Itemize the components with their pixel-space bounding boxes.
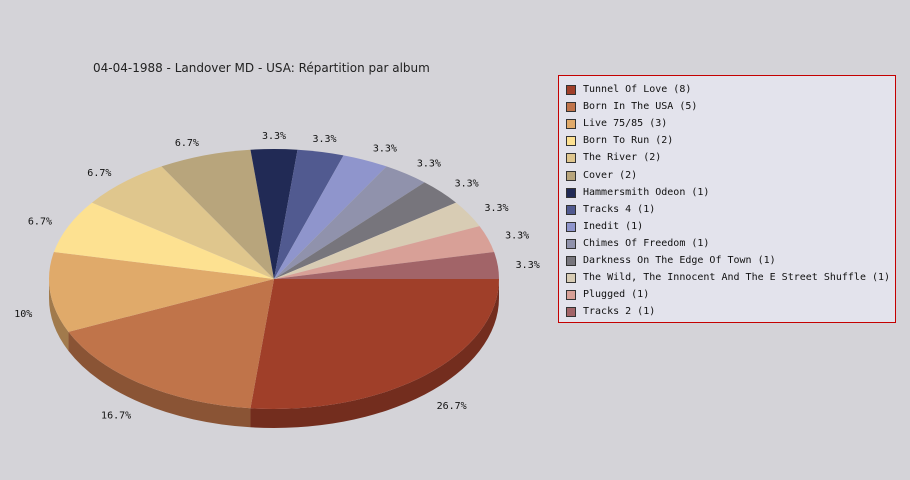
pie-data-label-5: 6.7%	[87, 168, 111, 179]
pie-slice-4	[53, 202, 274, 279]
legend-swatch	[566, 204, 576, 215]
chart-title: 04-04-1988 - Landover MD - USA: Répartit…	[93, 61, 430, 75]
legend-swatch	[566, 273, 576, 284]
legend-swatch	[566, 187, 576, 198]
legend-label: The Wild, The Innocent And The E Street …	[583, 272, 891, 284]
pie-data-label-4: 6.7%	[28, 216, 52, 227]
legend-item: Tracks 4 (1)	[566, 204, 655, 216]
legend-item: The Wild, The Innocent And The E Street …	[566, 272, 890, 284]
pie-data-label-13: 3.3%	[505, 231, 529, 242]
legend-label: Born In The USA (5)	[583, 101, 698, 113]
pie-data-label-7: 3.3%	[262, 131, 286, 142]
legend-item: Chimes Of Freedom (1)	[566, 238, 709, 250]
legend-label: Plugged (1)	[583, 289, 650, 301]
pie-data-label-8: 3.3%	[312, 134, 336, 145]
pie-slice-13	[274, 226, 495, 279]
pie-slice-2	[68, 279, 274, 409]
pie-slice-8	[274, 149, 344, 279]
pie-data-label-1: 26.7%	[437, 401, 467, 412]
legend-item: Tracks 2 (1)	[566, 306, 655, 318]
legend-label: Tunnel Of Love (8)	[583, 84, 692, 95]
legend-swatch	[566, 102, 576, 113]
legend-swatch	[566, 136, 576, 147]
pie-slice-9	[274, 155, 387, 279]
legend-swatch	[566, 153, 576, 164]
legend-swatch	[566, 119, 576, 130]
pie-data-label-3: 10%	[14, 309, 32, 320]
legend-label: Chimes Of Freedom (1)	[583, 237, 710, 249]
pie-data-label-12: 3.3%	[484, 203, 508, 214]
pie-slice-6	[161, 149, 274, 279]
legend-swatch	[566, 85, 576, 95]
legend-label: Darkness On The Edge Of Town (1)	[583, 255, 776, 266]
pie-slice-5	[91, 166, 274, 279]
pie-slice-10	[274, 166, 425, 279]
pie-slice-side-3	[49, 279, 69, 351]
legend-label: Cover (2)	[583, 169, 638, 181]
pie-slice-1	[250, 279, 499, 409]
pie-data-label-14: 3.3%	[516, 260, 540, 271]
legend-item: The River (2)	[566, 152, 661, 164]
legend-item: Hammersmith Odeon (1)	[566, 187, 709, 199]
pie-slice-12	[274, 202, 480, 279]
legend-label: Hammersmith Odeon (1)	[583, 186, 710, 198]
pie-data-label-6: 6.7%	[175, 138, 199, 149]
legend-item: Plugged (1)	[566, 289, 649, 301]
legend-swatch	[566, 290, 576, 301]
legend-item: Cover (2)	[566, 170, 637, 182]
pie-slices	[48, 149, 499, 409]
legend-swatch	[566, 221, 576, 232]
legend-swatch	[566, 256, 576, 266]
legend-swatch	[566, 238, 576, 249]
pie-slice-11	[274, 182, 457, 279]
pie-data-label-2: 16.7%	[101, 410, 131, 421]
legend-label: Tracks 2 (1)	[583, 306, 656, 318]
legend-label: Born To Run (2)	[583, 135, 674, 147]
legend-item: Darkness On The Edge Of Town (1)	[566, 255, 776, 267]
pie-data-labels: 26.7% 16.7% 10% 6.7% 6.7% 6.7% 3.3% 3.3% 3.3% 3.3…	[14, 131, 539, 421]
pie-side-walls	[49, 279, 499, 428]
legend-label: Live 75/85 (3)	[583, 118, 668, 130]
pie-slice-side-2	[68, 331, 251, 428]
pie-data-label-11: 3.3%	[455, 179, 479, 190]
legend-item: Born To Run (2)	[566, 135, 673, 147]
legend-swatch	[566, 307, 576, 318]
legend-swatch	[566, 170, 576, 181]
pie-data-label-9: 3.3%	[373, 143, 397, 154]
legend-label: Tracks 4 (1)	[583, 203, 656, 215]
pie-slice-7	[250, 149, 298, 279]
pie-slice-3	[48, 251, 274, 332]
legend-item: Born In The USA (5)	[566, 101, 697, 113]
legend-label: The River (2)	[583, 152, 662, 164]
legend-item: Tunnel Of Love (8)	[566, 84, 691, 96]
legend-label: Inedit (1)	[583, 220, 644, 232]
pie-data-label-10: 3.3%	[417, 159, 441, 170]
pie-slice-14	[274, 251, 499, 279]
legend-item: Inedit (1)	[566, 221, 643, 233]
chart-legend: Tunnel Of Love (8) Born In The USA (5) Liv…	[558, 75, 896, 323]
pie-slice-side-1	[250, 279, 499, 428]
legend-item: Live 75/85 (3)	[566, 118, 667, 130]
